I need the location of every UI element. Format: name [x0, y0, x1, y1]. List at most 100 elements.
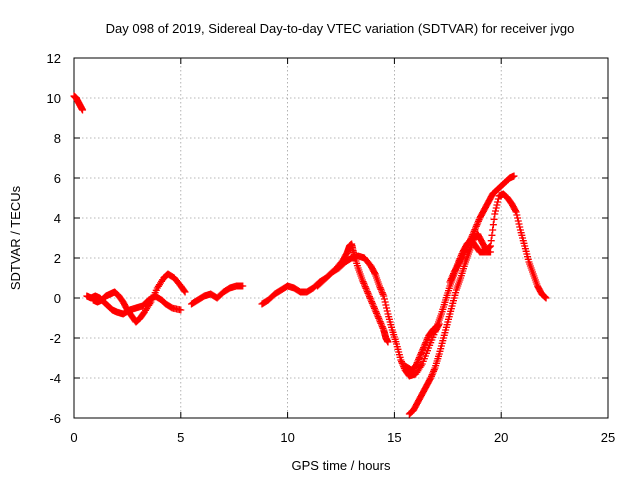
data-point [448, 273, 456, 281]
x-tick-label: 0 [70, 430, 77, 445]
data-point [375, 314, 383, 322]
data-point [420, 342, 428, 350]
data-point [376, 284, 384, 292]
data-point [383, 307, 391, 315]
series-arc-3 [89, 270, 189, 326]
data-point [79, 106, 87, 114]
data-point [541, 293, 549, 301]
data-point [377, 285, 385, 293]
y-tick-label: 12 [47, 51, 61, 66]
series-arc-8 [401, 236, 495, 374]
data-point [365, 291, 373, 299]
data-point [398, 358, 406, 366]
data-point [426, 375, 434, 383]
y-tick-label: 2 [54, 251, 61, 266]
data-point [368, 298, 376, 306]
plot-frame [73, 57, 609, 419]
data-point [417, 349, 425, 357]
y-tick-label: 4 [54, 211, 61, 226]
data-point [366, 294, 374, 302]
data-point [472, 224, 480, 232]
data-point [512, 208, 520, 216]
x-tick-labels: 0 5 10 15 20 25 [70, 430, 615, 445]
x-tick-label: 5 [177, 430, 184, 445]
data-point [486, 243, 494, 251]
data-point [358, 276, 366, 284]
data-point [429, 369, 437, 377]
data-point [378, 289, 386, 297]
data-point [514, 214, 522, 222]
data-point [514, 217, 522, 225]
data-point [492, 207, 500, 215]
data-point [489, 221, 497, 229]
y-tick-label: 6 [54, 171, 61, 186]
data-point [474, 219, 482, 227]
data-point [360, 281, 368, 289]
data-point [470, 227, 478, 235]
data-point [421, 340, 429, 348]
data-point [180, 287, 188, 295]
data-point [419, 345, 427, 353]
data-point [446, 278, 454, 286]
data-point [542, 294, 550, 302]
data-point [515, 220, 523, 228]
data-point [469, 229, 477, 237]
x-tick-label: 25 [601, 430, 615, 445]
x-tick-label: 15 [387, 430, 401, 445]
data-point [468, 232, 476, 240]
data-point [374, 313, 382, 321]
data-point [377, 319, 385, 327]
x-tick-label: 10 [280, 430, 294, 445]
y-tick-label: 10 [47, 91, 61, 106]
data-point [371, 306, 379, 314]
data-marks [70, 92, 550, 418]
data-point [449, 271, 457, 279]
data-point [365, 293, 373, 301]
data-point [427, 374, 435, 382]
chart-title: Day 098 of 2019, Sidereal Day-to-day VTE… [106, 21, 575, 36]
data-point [415, 355, 423, 363]
data-point [364, 289, 372, 297]
data-point [417, 350, 425, 358]
data-point [370, 304, 378, 312]
data-point [413, 359, 421, 367]
data-point [472, 222, 480, 230]
data-point [375, 316, 383, 324]
data-point [491, 210, 499, 218]
data-point [420, 344, 428, 352]
data-point [458, 253, 466, 261]
series-arc-1 [70, 92, 87, 114]
data-point [381, 298, 389, 306]
data-point [427, 372, 435, 380]
series-arc-6 [314, 240, 392, 346]
data-point [362, 284, 370, 292]
data-point [370, 269, 378, 277]
data-point [382, 301, 390, 309]
data-point [493, 201, 501, 209]
data-point [430, 367, 438, 375]
data-point [449, 270, 457, 278]
grid-lines [74, 58, 608, 418]
data-point [428, 371, 436, 379]
data-point [423, 335, 431, 343]
data-point [459, 250, 467, 258]
data-point [447, 275, 455, 283]
data-point [460, 249, 468, 257]
data-point [492, 204, 500, 212]
data-point [359, 278, 367, 286]
data-point [363, 286, 371, 294]
data-point [467, 235, 475, 243]
axis-ticks [73, 57, 609, 419]
data-point [378, 323, 386, 331]
data-point [370, 303, 378, 311]
data-point [513, 211, 521, 219]
data-point [487, 237, 495, 245]
data-point [418, 347, 426, 355]
data-point [475, 216, 483, 224]
data-point [177, 306, 185, 314]
data-point [473, 221, 481, 229]
y-axis-label: SDTVAR / TECUs [8, 185, 23, 290]
data-point [378, 287, 386, 295]
data-point [461, 247, 469, 255]
data-point [415, 354, 423, 362]
